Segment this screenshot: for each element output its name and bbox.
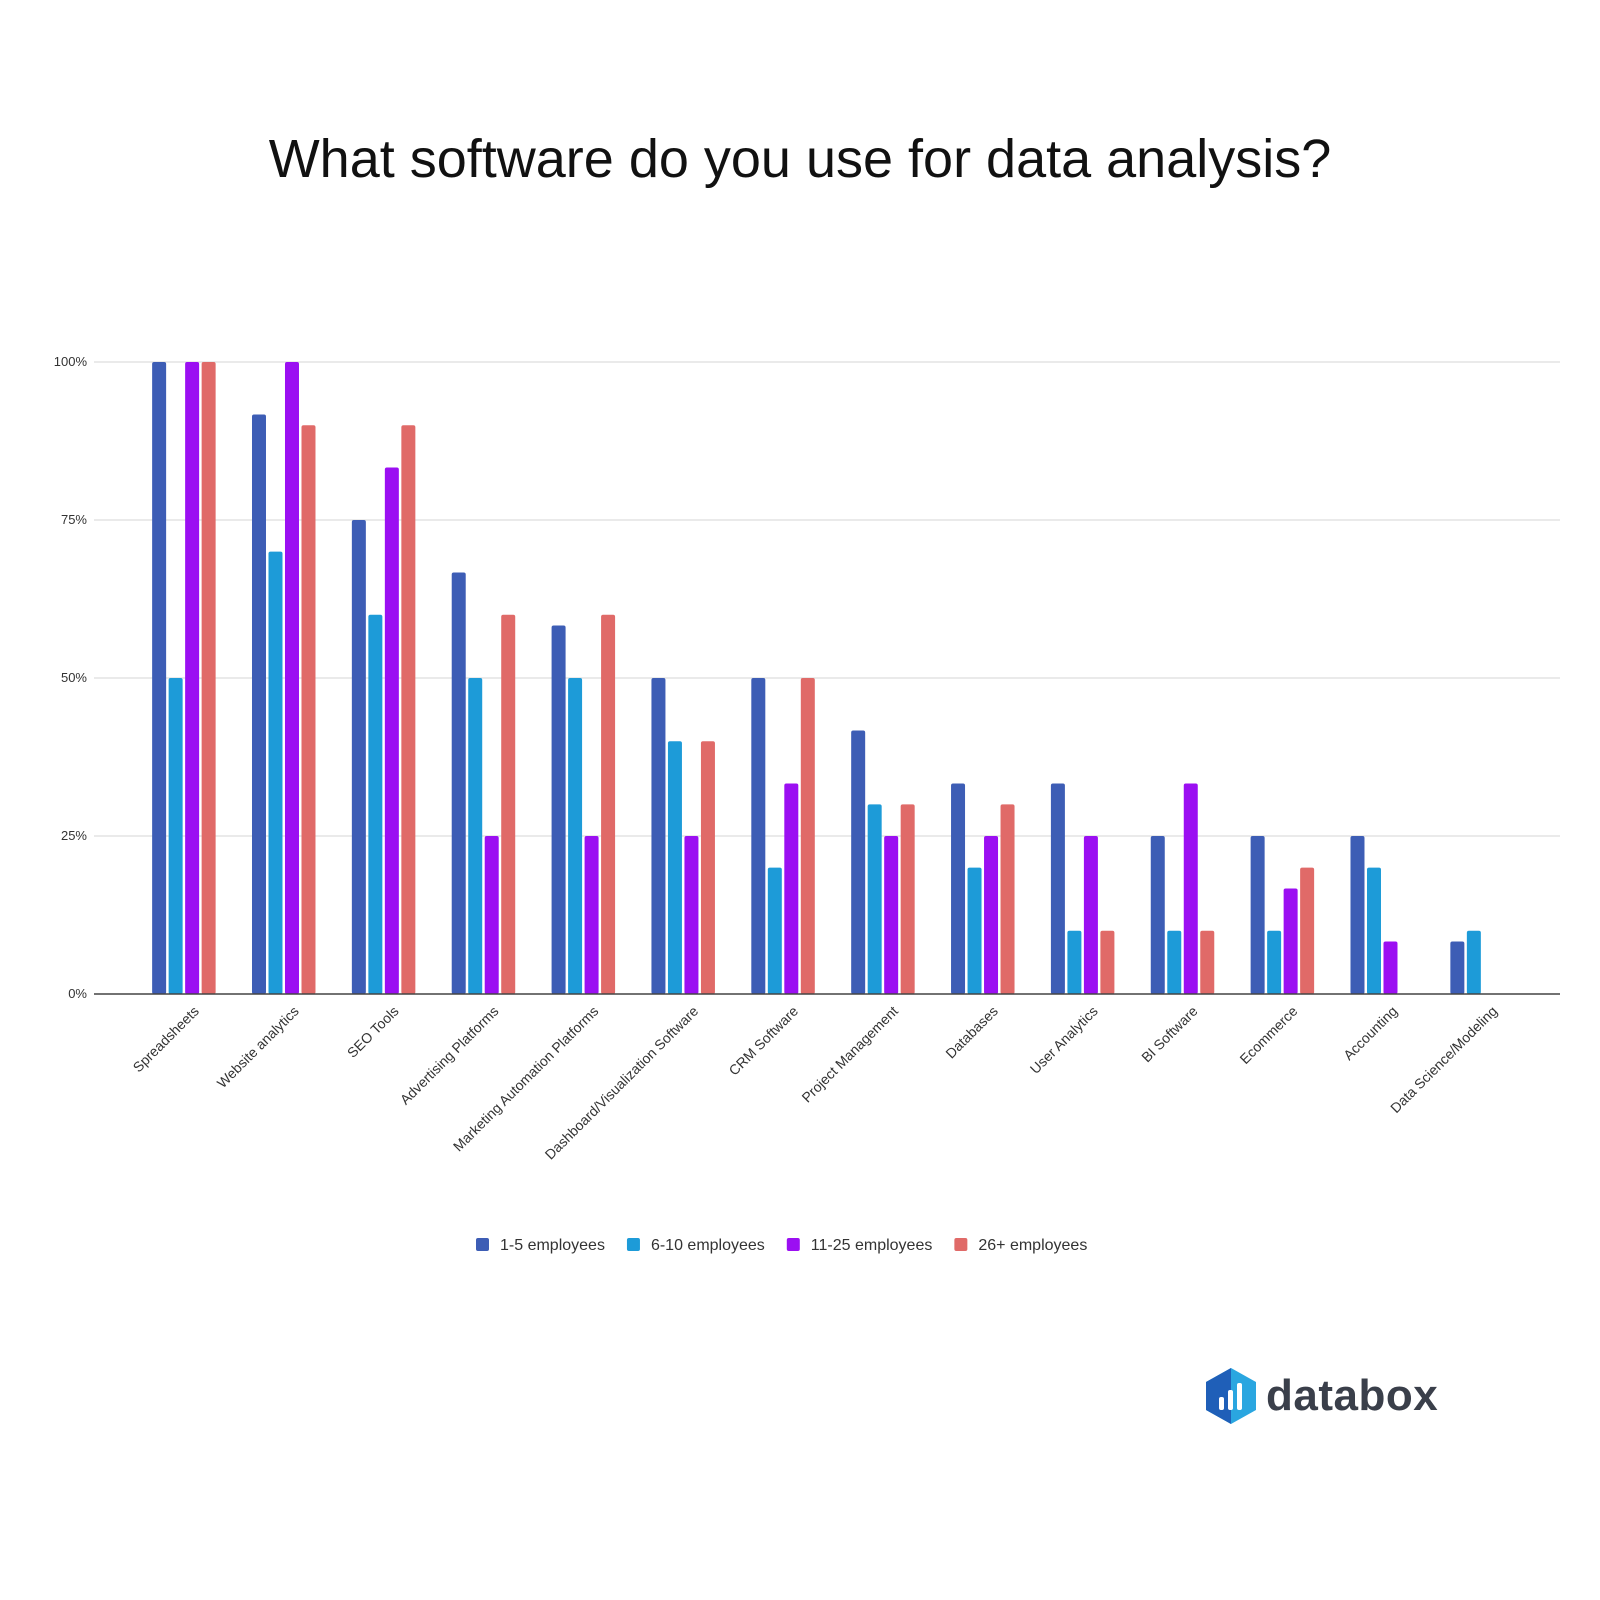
legend-label: 1-5 employees [500,1237,605,1254]
bar [1200,930,1215,994]
bar [468,678,483,994]
x-tick-label: BI Software [1138,1003,1201,1066]
x-tick-label: Project Management [798,1003,901,1106]
bar [168,678,183,994]
bar [1150,836,1165,994]
bar [351,520,366,994]
bar [1383,941,1398,994]
x-tick-label: CRM Software [725,1003,801,1079]
brand-logo: databox [1204,1366,1438,1426]
bar [152,362,167,994]
bar [900,804,915,994]
bar [1250,836,1265,994]
bar [268,551,283,994]
bar [451,572,466,994]
gridlines [94,361,1560,837]
bar [951,783,966,994]
y-tick-label: 0% [68,986,87,1001]
bar [1100,930,1115,994]
bar [201,362,216,994]
databox-logo-icon [1206,1368,1256,1424]
legend-swatch [476,1238,489,1251]
bar [301,425,316,994]
bar [568,678,583,994]
x-tick-label: User Analytics [1027,1003,1101,1077]
bar [651,678,666,994]
bar [584,836,599,994]
bar [800,678,815,994]
bar [384,467,399,994]
bar [368,614,383,994]
legend: 1-5 employees 6-10 employees 11-25 employe… [476,1237,1087,1254]
brand-name: databox [1266,1371,1439,1420]
x-tick-label: SEO Tools [344,1003,402,1061]
y-tick-label: 50% [61,670,87,685]
x-tick-label: Website analytics [214,1003,302,1091]
bar [1300,867,1315,994]
legend-swatch [626,1238,640,1251]
bar [1067,930,1082,994]
y-tick-label: 75% [61,512,87,527]
x-axis-labels: Spreadsheets Website analytics SEO ToolsAd… [130,1003,1501,1163]
bar [1283,888,1298,994]
legend-label: 6-10 employees [651,1237,765,1254]
legend-swatch [954,1238,968,1251]
x-tick-label: Data Science/Modeling [1387,1003,1500,1116]
bar [700,741,715,994]
bar [284,362,299,994]
bar [667,741,682,994]
bar [401,425,416,994]
bar [1267,930,1282,994]
bar [601,614,616,994]
x-tick-label: Ecommerce [1236,1003,1300,1067]
bar [1083,836,1098,994]
bar [984,836,999,994]
x-tick-label: Spreadsheets [130,1003,202,1075]
bar [1183,783,1198,994]
bar [501,614,516,994]
bar [551,625,566,994]
bar [751,678,766,994]
bar [1366,867,1381,994]
x-tick-label: Advertising Platforms [397,1003,502,1108]
bar [484,836,499,994]
bar [185,362,200,994]
legend-swatch [786,1238,800,1251]
y-axis-ticks: 0% 25% 50% 75% 100% [54,354,88,1001]
chart-title: What software do you use for data analys… [268,129,1332,189]
bar [1466,930,1481,994]
bars [152,362,1481,994]
legend-label: 26+ employees [978,1237,1087,1254]
bar [1350,836,1365,994]
bar [851,730,866,994]
y-tick-label: 100% [54,354,88,369]
bar [251,414,266,994]
bar [967,867,982,994]
bar [767,867,782,994]
x-tick-label: Databases [942,1003,1001,1062]
bar [1050,783,1065,994]
bar [884,836,899,994]
bar [784,783,799,994]
bar [1000,804,1015,994]
legend-label: 11-25 employees [811,1237,933,1254]
bar [684,836,699,994]
bar [1167,930,1182,994]
bar [867,804,882,994]
y-tick-label: 25% [61,828,87,843]
bar [1450,941,1465,994]
x-tick-label: Accounting [1340,1003,1400,1063]
